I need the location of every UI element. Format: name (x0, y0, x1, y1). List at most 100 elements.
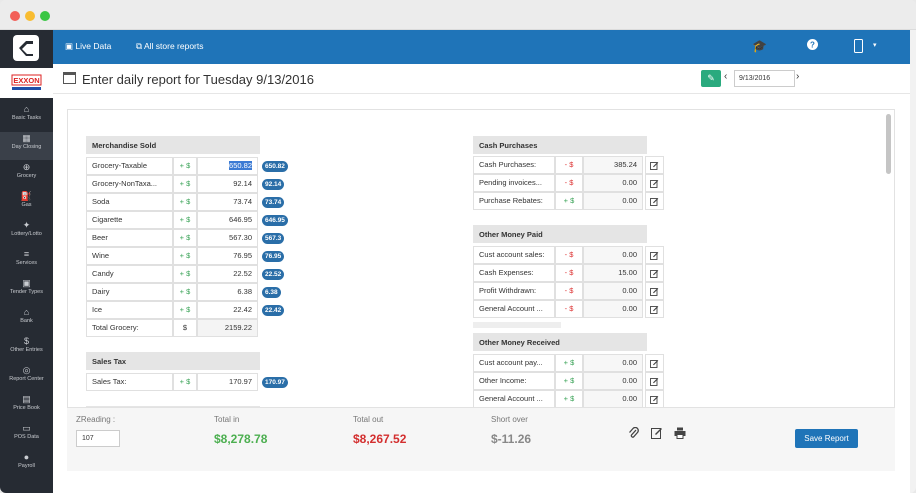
merchandise-label: Soda (86, 193, 173, 211)
sidebar-item-services[interactable]: ≡ Services (0, 248, 53, 276)
edit-icon[interactable] (645, 390, 664, 408)
other-money-paid-label: Cash Expenses: (473, 264, 555, 282)
zreading-label: ZReading : (76, 415, 116, 424)
other-money-paid-sign: - $ (555, 264, 583, 282)
cash-purchases-label: Pending invoices... (473, 174, 555, 192)
edit-icon[interactable] (645, 372, 664, 390)
other-money-paid-header: Other Money Paid (473, 225, 647, 243)
sidebar-item-grocery[interactable]: ⊕ Grocery (0, 161, 53, 189)
next-date-button[interactable]: › (796, 71, 800, 82)
merchandise-input[interactable]: 22.52 (197, 265, 258, 283)
paperclip-icon[interactable] (628, 426, 639, 443)
sidebar-item-label: Bank (20, 318, 33, 324)
sidebar-item-label: Other Entries (10, 347, 43, 353)
edit-icon[interactable] (645, 174, 664, 192)
minimize-window-button[interactable] (25, 11, 35, 21)
merchandise-input[interactable]: 22.42 (197, 301, 258, 319)
calculator-icon: ▦ (22, 133, 31, 143)
sidebar-item-payroll[interactable]: ● Payroll (0, 451, 53, 479)
merchandise-sign: + $ (173, 211, 197, 229)
sales-tax-input[interactable]: 170.97 (197, 373, 258, 391)
other-money-received-value: 0.00 (583, 372, 643, 390)
edit-icon[interactable] (645, 300, 664, 318)
close-window-button[interactable] (10, 11, 20, 21)
other-money-paid-sign: - $ (555, 246, 583, 264)
sidebar-item-other-entries[interactable]: $ Other Entries (0, 335, 53, 363)
merchandise-value: 567.30 (229, 233, 252, 242)
scrollbar[interactable] (886, 114, 891, 174)
edit-icon[interactable] (651, 427, 663, 442)
merchandise-label: Cigarette (86, 211, 173, 229)
sidebar-item-report-center[interactable]: ◎ Report Center (0, 364, 53, 392)
edit-icon[interactable] (645, 246, 664, 264)
merchandise-badge: 22.42 (262, 305, 285, 316)
sidebar-item-basic-tasks[interactable]: ⌂ Basic Tasks (0, 103, 53, 131)
home-icon: ⌂ (23, 104, 30, 114)
sidebar-item-label: Payroll (18, 463, 35, 469)
merchandise-input[interactable]: 73.74 (197, 193, 258, 211)
selected-value: 650.82 (229, 161, 252, 170)
sidebar-item-tender-types[interactable]: ▣ Tender Types (0, 277, 53, 305)
tender-icon: ▣ (22, 278, 31, 288)
edit-icon[interactable] (645, 264, 664, 282)
sidebar-item-label: Gas (21, 202, 32, 208)
total-grocery-sign: $ (173, 319, 197, 337)
merchandise-input[interactable]: 92.14 (197, 175, 258, 193)
live-data-link[interactable]: ▣ Live Data (65, 41, 112, 51)
previous-date-button[interactable]: ‹ (724, 71, 728, 82)
sidebar-item-bank[interactable]: ⌂ Bank (0, 306, 53, 334)
cash-purchases-sign: - $ (555, 156, 583, 174)
merchandise-input[interactable]: 650.82 (197, 157, 258, 175)
merchandise-input[interactable]: 76.95 (197, 247, 258, 265)
merchandise-badge: 567.3 (262, 233, 285, 244)
calendar-icon (63, 72, 76, 84)
merchandise-sign: + $ (173, 229, 197, 247)
lottery-icon: ✦ (22, 220, 31, 230)
wrench-button[interactable]: ✎ (701, 70, 721, 87)
sidebar-item-price-book[interactable]: ▤ Price Book (0, 393, 53, 421)
merchandise-input[interactable]: 6.38 (197, 283, 258, 301)
live-data-label: Live Data (75, 41, 112, 51)
sidebar-item-pos-data[interactable]: ▭ POS Data (0, 422, 53, 450)
report-icon: ◎ (22, 365, 31, 375)
cash-purchases-label: Cash Purchases: (473, 156, 555, 174)
other-money-received-label: General Account ... (473, 390, 555, 408)
cash-purchases-value: 0.00 (583, 174, 643, 192)
device-icon[interactable] (854, 39, 863, 56)
chevron-down-icon[interactable]: ▾ (873, 42, 877, 49)
print-icon[interactable] (674, 427, 686, 442)
zreading-input[interactable] (76, 430, 120, 447)
maximize-window-button[interactable] (40, 11, 50, 21)
merchandise-input[interactable]: 646.95 (197, 211, 258, 229)
other-money-received-sign: + $ (555, 390, 583, 408)
all-store-reports-link[interactable]: ⧉ All store reports (136, 41, 204, 51)
merchandise-label: Beer (86, 229, 173, 247)
edit-icon[interactable] (645, 192, 664, 210)
other-money-paid-value: 15.00 (583, 264, 643, 282)
other-money-paid-value: 0.00 (583, 300, 643, 318)
other-money-paid-label: Cust account sales: (473, 246, 555, 264)
save-report-button[interactable]: Save Report (795, 429, 858, 448)
sidebar-item-day-closing[interactable]: ▦ Day Closing (0, 132, 53, 160)
graduation-cap-icon[interactable]: 🎓 (752, 39, 767, 53)
edit-icon[interactable] (645, 354, 664, 372)
sidebar-item-label: POS Data (14, 434, 39, 440)
merchandise-input[interactable]: 567.30 (197, 229, 258, 247)
merchandise-badge: 646.95 (262, 215, 288, 226)
merchandise-value: 22.42 (233, 305, 252, 314)
other-money-paid-label: General Account ... (473, 300, 555, 318)
help-icon[interactable]: ? (807, 39, 818, 53)
edit-icon[interactable] (645, 282, 664, 300)
merchandise-badge: 73.74 (262, 197, 285, 208)
date-field[interactable] (734, 70, 795, 87)
sidebar-item-label: Basic Tasks (12, 115, 41, 121)
sidebar-item-lottery-lotto[interactable]: ✦ Lottery/Lotto (0, 219, 53, 247)
other-money-paid-value: 0.00 (583, 246, 643, 264)
total-out-label: Total out (353, 415, 384, 424)
other-money-paid-label: Profit Withdrawn: (473, 282, 555, 300)
sidebar-item-label: Price Book (13, 405, 40, 411)
edit-icon[interactable] (645, 156, 664, 174)
app-logo-icon[interactable] (13, 35, 39, 61)
sidebar-item-gas[interactable]: ⛽ Gas (0, 190, 53, 218)
